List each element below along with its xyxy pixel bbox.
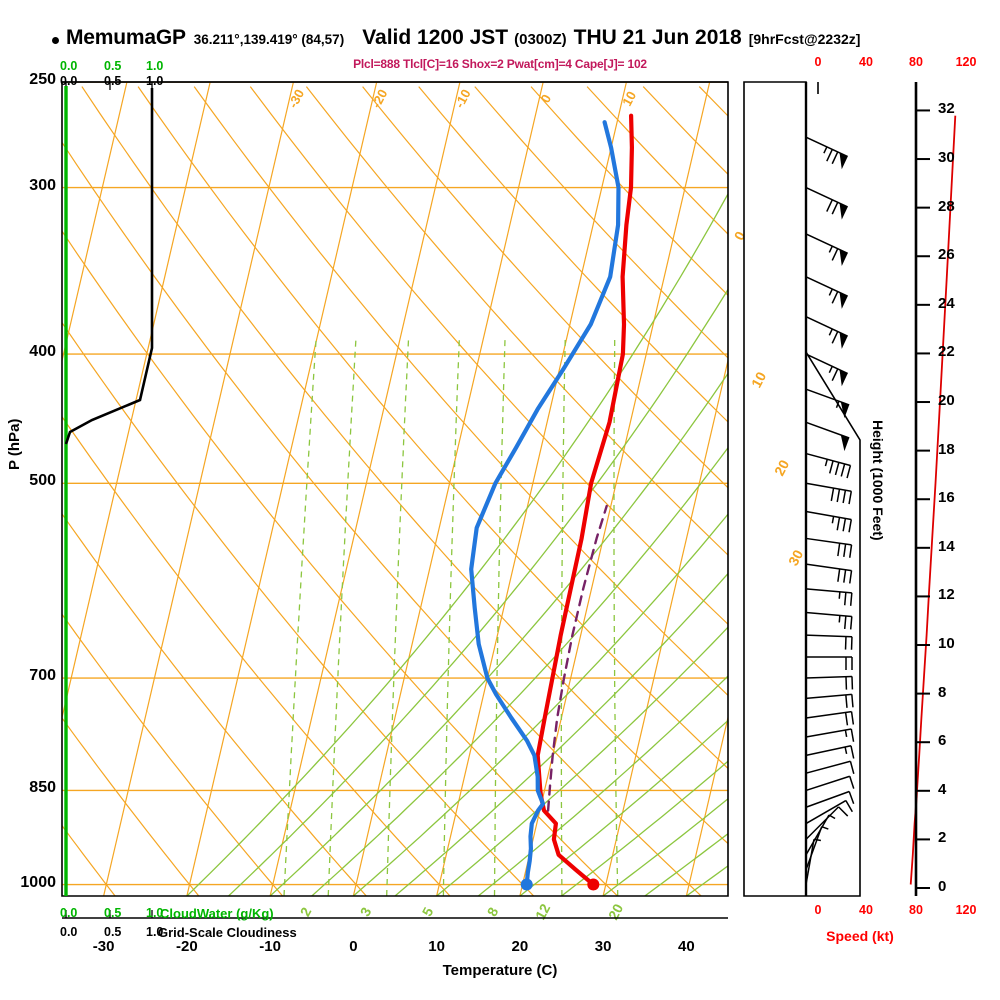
pressure-tick-250: 250	[29, 71, 56, 88]
svg-text:30: 30	[785, 547, 807, 568]
speed-axis-title: Speed (kt)	[826, 928, 894, 944]
cloudwater-tick-top-1: 0.5	[104, 59, 122, 73]
speed-tick-top-120: 120	[955, 55, 977, 69]
height-axis-ticks	[916, 109, 930, 889]
cloudwater-tick-top-2: 1.0	[146, 59, 164, 73]
station-dot-icon	[52, 37, 59, 44]
height-tick-16: 16	[938, 489, 955, 507]
temperature-axis-title: Temperature (C)	[442, 962, 558, 979]
valid-time-utc: (0300Z)	[514, 31, 567, 48]
svg-text:-20: -20	[368, 87, 390, 111]
svg-text:0: 0	[731, 228, 749, 243]
pressure-axis-title: P (hPa)	[6, 418, 23, 470]
svg-text:10: 10	[748, 369, 770, 390]
svg-text:0: 0	[538, 92, 555, 105]
pressure-tick-1000: 1000	[20, 873, 56, 891]
height-tick-8: 8	[938, 683, 947, 701]
valid-time: Valid 1200 JST	[362, 26, 509, 49]
temperature-tick-0: 0	[349, 938, 358, 955]
height-tick-4: 4	[938, 780, 947, 798]
pressure-tick-300: 300	[29, 176, 56, 194]
pressure-tick-500: 500	[29, 472, 56, 490]
height-tick-10: 10	[938, 635, 955, 652]
temperature-tick-40: 40	[678, 938, 695, 955]
sounding-curves	[469, 113, 634, 891]
valid-date: THU 21 Jun 2018	[573, 26, 742, 49]
speed-tick-top-0: 0	[814, 55, 822, 69]
cloudiness-tick-top-1: 0.5	[104, 74, 122, 88]
grid-lines	[62, 82, 728, 896]
svg-text:5: 5	[419, 904, 437, 919]
station-name: MemumaGP	[66, 26, 186, 49]
speed-axis-ticks	[817, 82, 917, 94]
temperature-tick--20: -20	[176, 938, 198, 955]
cloudwater-tick-bottom-0: 0.0	[60, 906, 78, 920]
pressure-tick-400: 400	[29, 343, 56, 361]
cloudiness-curve	[64, 88, 154, 445]
temperature-tick-10: 10	[428, 938, 445, 955]
speed-tick-top-40: 40	[859, 55, 873, 69]
temperature-tick-20: 20	[511, 938, 529, 955]
height-tick-26: 26	[938, 246, 955, 264]
height-tick-22: 22	[938, 343, 955, 361]
height-tick-24: 24	[938, 294, 955, 312]
temperature-tick--10: -10	[259, 938, 281, 955]
svg-text:3: 3	[357, 904, 375, 919]
svg-text:8: 8	[484, 904, 502, 919]
cloudwater-tick-bottom-2: 1.0	[146, 906, 164, 920]
cloudiness-tick-bottom-1: 0.5	[104, 925, 122, 939]
speed-tick-bottom-40: 40	[859, 903, 873, 917]
svg-text:10: 10	[619, 89, 639, 109]
svg-text:-10: -10	[452, 87, 474, 111]
cloudiness-axis-title: Grid-Scale Cloudiness	[158, 925, 297, 940]
svg-text:2: 2	[297, 904, 315, 919]
cloudwater-axis-title: CloudWater (g/Kg)	[160, 906, 274, 921]
pressure-tick-850: 850	[29, 779, 56, 797]
height-tick-6: 6	[938, 732, 947, 750]
forecast-info: [9hrFcst@2232z]	[748, 31, 861, 47]
stability-parameters: Plcl=888 Tlcl[C]=16 Shox=2 Pwat[cm]=4 Ca…	[353, 57, 647, 71]
header-title: MemumaGP 36.211°,139.419° (84,57) Valid 12…	[52, 26, 952, 52]
height-tick-2: 2	[938, 829, 947, 847]
svg-text:20: 20	[771, 457, 793, 478]
height-tick-0: 0	[938, 878, 947, 895]
height-tick-30: 30	[938, 149, 955, 167]
cloudwater-tick-top-0: 0.0	[60, 59, 78, 73]
height-tick-14: 14	[938, 537, 955, 555]
pressure-tick-700: 700	[29, 667, 56, 685]
speed-tick-bottom-0: 0	[814, 903, 822, 917]
speed-tick-bottom-80: 80	[909, 903, 923, 917]
cloudiness-tick-top-2: 1.0	[146, 74, 164, 88]
height-tick-28: 28	[938, 197, 955, 215]
svg-text:12: 12	[532, 901, 554, 922]
speed-tick-top-80: 80	[909, 55, 923, 69]
height-axis-title: Height (1000 Feet)	[870, 420, 886, 541]
temperature-tick--30: -30	[92, 938, 115, 955]
station-coords: 36.211°,139.419° (84,57)	[193, 32, 345, 47]
svg-text:20: 20	[605, 901, 627, 922]
wind-barb-panel	[805, 136, 855, 885]
temperature-tick-30: 30	[594, 938, 612, 955]
cloudwater-tick-bottom-1: 0.5	[104, 906, 122, 920]
cloudiness-tick-bottom-0: 0.0	[60, 925, 78, 939]
height-tick-18: 18	[938, 440, 955, 458]
height-tick-12: 12	[938, 586, 955, 604]
speed-tick-bottom-120: 120	[955, 903, 977, 917]
cloudiness-tick-top-0: 0.0	[60, 74, 78, 88]
svg-text:-30: -30	[285, 87, 307, 111]
height-tick-32: 32	[938, 100, 955, 118]
cloudwater-scale-ticks	[65, 82, 153, 918]
height-tick-20: 20	[938, 392, 955, 410]
cloudiness-tick-bottom-2: 1.0	[146, 925, 164, 939]
